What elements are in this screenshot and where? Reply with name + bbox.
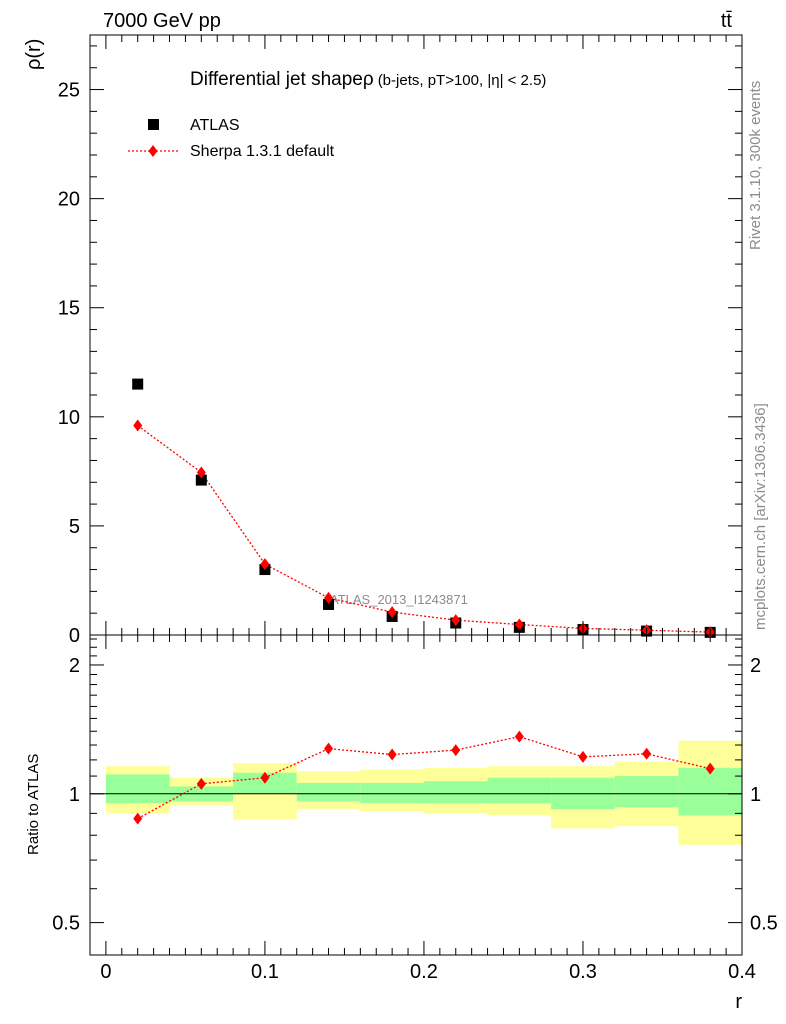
x-tick-label: 0.1 bbox=[251, 961, 279, 983]
main-chart-axes: 0 5 10 15 20 25 bbox=[58, 34, 743, 647]
ratio-sherpa-point bbox=[387, 748, 397, 761]
ratio-sherpa-point bbox=[133, 812, 143, 825]
ratio-sherpa-point bbox=[514, 730, 524, 743]
atlas-point bbox=[195, 474, 207, 486]
stat-uncertainty-band bbox=[614, 776, 679, 808]
ratio-sherpa-point bbox=[196, 777, 206, 790]
stat-uncertainty-band bbox=[360, 782, 424, 804]
ratio-sherpa-point bbox=[705, 762, 715, 775]
y-tick-label: 25 bbox=[58, 80, 80, 102]
mcplots-label: mcplots.cern.ch [arXiv:1306.3436] bbox=[752, 403, 769, 630]
ratio-chart-marks bbox=[133, 730, 715, 825]
sherpa-point bbox=[451, 614, 461, 627]
legend-sherpa-label: Sherpa 1.3.1 default bbox=[190, 143, 335, 160]
ratio-y-tick-label-left: 0.5 bbox=[52, 913, 80, 935]
legend-atlas-marker bbox=[148, 119, 159, 130]
ratio-frame bbox=[89, 634, 743, 956]
y-tick-label: 5 bbox=[69, 516, 80, 538]
ratio-y-tick-label-right: 1 bbox=[750, 784, 761, 806]
legend: ATLAS Sherpa 1.3.1 default bbox=[128, 117, 335, 160]
x-tick-label: 0 bbox=[100, 961, 111, 983]
ratio-y-tick-label-right: 2 bbox=[750, 655, 761, 677]
ratio-sherpa-line bbox=[137, 735, 711, 820]
ratio-sherpa-point bbox=[260, 771, 270, 784]
x-tick-label: 0.4 bbox=[728, 961, 756, 983]
main-chart-title: Differential jet shapeρ (b-jets, pT>100, … bbox=[190, 69, 546, 90]
x-tick-label: 0.2 bbox=[410, 961, 438, 983]
ratio-y-tick-label-left: 1 bbox=[69, 784, 80, 806]
ratio-sherpa-point bbox=[451, 744, 461, 757]
main-y-axis-label: ρ(r) bbox=[23, 39, 45, 70]
subtitle-text: (b-jets, pT>100, |η| < 2.5) bbox=[378, 72, 547, 89]
stat-uncertainty-band bbox=[678, 767, 742, 816]
ratio-sherpa-point bbox=[642, 747, 652, 760]
sherpa-point bbox=[196, 466, 206, 479]
x-axis-label: r bbox=[735, 991, 742, 1013]
ratio-sherpa-point bbox=[578, 750, 588, 763]
stat-uncertainty-band bbox=[423, 781, 488, 804]
stat-uncertainty-band bbox=[296, 782, 361, 802]
atlas-point bbox=[323, 598, 335, 610]
analysis-watermark: ATLAS_2013_I1243871 bbox=[330, 592, 468, 607]
ratio-y-tick-label-right: 0.5 bbox=[750, 913, 778, 935]
ratio-sherpa-point bbox=[324, 742, 334, 755]
title-text: Differential jet shapeρ bbox=[190, 69, 374, 90]
main-frame bbox=[89, 34, 743, 636]
ratio-y-axis-label: Ratio to ATLAS bbox=[25, 754, 42, 855]
sherpa-point bbox=[324, 591, 334, 604]
ratio-chart-axes: 0.5 0.5 1 1 2 2 0 0.1 0.2 0.3 0.4 bbox=[52, 634, 778, 983]
sherpa-point bbox=[514, 618, 524, 631]
stat-uncertainty-band bbox=[105, 774, 170, 804]
y-tick-label: 15 bbox=[58, 298, 80, 320]
sherpa-point bbox=[260, 558, 270, 571]
legend-atlas-label: ATLAS bbox=[190, 117, 240, 134]
y-tick-label: 20 bbox=[58, 189, 80, 211]
y-tick-label: 0 bbox=[69, 625, 80, 647]
stat-uncertainty-band bbox=[487, 777, 552, 804]
rivet-label: Rivet 3.1.10, 300k events bbox=[747, 81, 764, 250]
energy-label: 7000 GeV pp bbox=[103, 10, 221, 32]
sherpa-point bbox=[133, 419, 143, 432]
ratio-y-tick-label-left: 2 bbox=[69, 655, 80, 677]
main-chart-marks bbox=[132, 378, 716, 639]
legend-sherpa-marker bbox=[148, 145, 158, 157]
sherpa-point bbox=[387, 606, 397, 619]
y-tick-label: 10 bbox=[58, 407, 80, 429]
process-label: tt̄ bbox=[721, 10, 733, 32]
atlas-point bbox=[132, 378, 144, 390]
x-tick-label: 0.3 bbox=[569, 961, 597, 983]
